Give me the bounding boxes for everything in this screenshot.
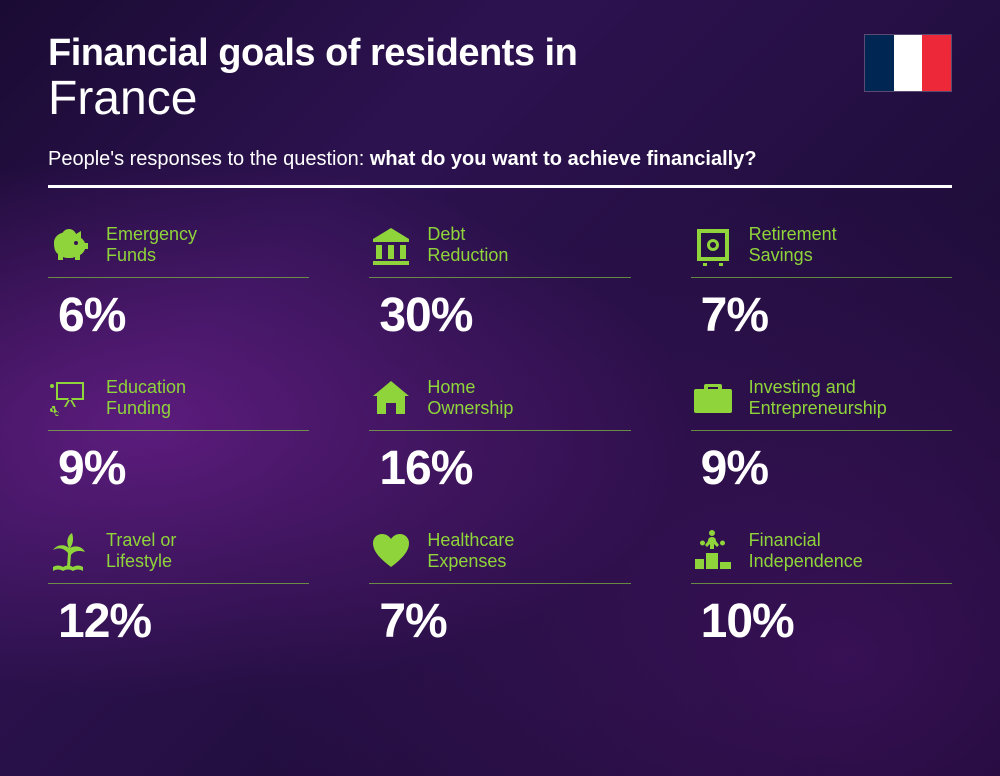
goal-value: 7% — [379, 594, 630, 649]
goal-label-line1: Financial — [749, 530, 821, 550]
house-icon — [369, 376, 413, 420]
goal-value: 9% — [58, 441, 309, 496]
goal-head: FinancialIndependence — [691, 528, 952, 584]
goal-value: 12% — [58, 594, 309, 649]
flag-stripe-blue — [865, 35, 894, 91]
flag-stripe-white — [894, 35, 923, 91]
header: Financial goals of residents in France P… — [48, 32, 952, 188]
goal-label: DebtReduction — [427, 224, 508, 265]
goal-label-line2: Independence — [749, 551, 863, 571]
title-line-2: France — [48, 71, 952, 126]
goal-label-line2: Ownership — [427, 398, 513, 418]
goal-label-line1: Emergency — [106, 224, 197, 244]
goal-debt-reduction: DebtReduction 30% — [369, 222, 630, 343]
goal-value: 30% — [379, 288, 630, 343]
goal-label-line1: Travel or — [106, 530, 176, 550]
goal-head: EmergencyFunds — [48, 222, 309, 278]
goal-value: 9% — [701, 441, 952, 496]
safe-icon — [691, 223, 735, 267]
presentation-icon — [48, 376, 92, 420]
goal-head: HealthcareExpenses — [369, 528, 630, 584]
goal-head: EducationFunding — [48, 375, 309, 431]
goals-grid: EmergencyFunds 6% DebtReduction 30% Retireme… — [48, 222, 952, 649]
podium-icon — [691, 529, 735, 573]
goal-label-line1: Investing and — [749, 377, 856, 397]
island-icon — [48, 529, 92, 573]
briefcase-icon — [691, 376, 735, 420]
piggy-bank-icon — [48, 223, 92, 267]
goal-label: RetirementSavings — [749, 224, 837, 265]
goal-label-line2: Reduction — [427, 245, 508, 265]
goal-financial-independence: FinancialIndependence 10% — [691, 528, 952, 649]
bank-icon — [369, 223, 413, 267]
goal-label-line1: Healthcare — [427, 530, 514, 550]
goal-investing-entrepreneurship: Investing andEntrepreneurship 9% — [691, 375, 952, 496]
goal-label-line1: Retirement — [749, 224, 837, 244]
subtitle-prefix: People's responses to the question: — [48, 148, 370, 170]
goal-label: FinancialIndependence — [749, 530, 863, 571]
goal-label: EmergencyFunds — [106, 224, 197, 265]
heart-pulse-icon — [369, 529, 413, 573]
goal-head: Travel orLifestyle — [48, 528, 309, 584]
goal-label-line1: Home — [427, 377, 475, 397]
goal-label-line2: Entrepreneurship — [749, 398, 887, 418]
goal-label-line1: Debt — [427, 224, 465, 244]
goal-retirement-savings: RetirementSavings 7% — [691, 222, 952, 343]
goal-label: HealthcareExpenses — [427, 530, 514, 571]
goal-head: Investing andEntrepreneurship — [691, 375, 952, 431]
france-flag-icon — [864, 34, 952, 92]
goal-label-line2: Funds — [106, 245, 156, 265]
goal-healthcare-expenses: HealthcareExpenses 7% — [369, 528, 630, 649]
goal-home-ownership: HomeOwnership 16% — [369, 375, 630, 496]
goal-label-line2: Expenses — [427, 551, 506, 571]
flag-stripe-red — [922, 35, 951, 91]
goal-emergency-funds: EmergencyFunds 6% — [48, 222, 309, 343]
goal-label-line1: Education — [106, 377, 186, 397]
goal-label: HomeOwnership — [427, 377, 513, 418]
goal-value: 6% — [58, 288, 309, 343]
goal-value: 16% — [379, 441, 630, 496]
goal-label-line2: Funding — [106, 398, 171, 418]
goal-head: HomeOwnership — [369, 375, 630, 431]
goal-education-funding: EducationFunding 9% — [48, 375, 309, 496]
goal-head: RetirementSavings — [691, 222, 952, 278]
goal-label: Travel orLifestyle — [106, 530, 176, 571]
goal-label-line2: Savings — [749, 245, 813, 265]
header-divider — [48, 185, 952, 188]
goal-value: 10% — [701, 594, 952, 649]
goal-label-line2: Lifestyle — [106, 551, 172, 571]
title-line-1: Financial goals of residents in — [48, 32, 952, 75]
goal-label: EducationFunding — [106, 377, 186, 418]
subtitle-bold: what do you want to achieve financially? — [370, 148, 757, 170]
goal-head: DebtReduction — [369, 222, 630, 278]
goal-value: 7% — [701, 288, 952, 343]
goal-travel-lifestyle: Travel orLifestyle 12% — [48, 528, 309, 649]
goal-label: Investing andEntrepreneurship — [749, 377, 887, 418]
subtitle: People's responses to the question: what… — [48, 148, 952, 171]
